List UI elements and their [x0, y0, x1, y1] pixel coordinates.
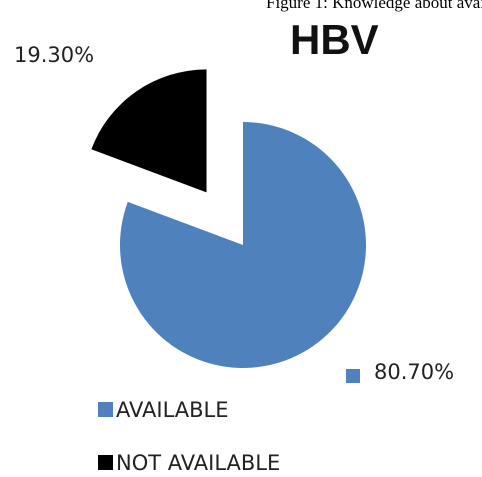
data-label: 80.70% — [374, 360, 454, 384]
legend-label: AVAILABLE — [116, 398, 229, 422]
pie-slice — [120, 122, 367, 368]
legend-swatch — [98, 455, 113, 470]
chart-title: HBV — [290, 16, 379, 63]
chart-caption: Figure 1: Knowledge about availability o… — [266, 0, 482, 12]
data-label: 19.30% — [14, 43, 94, 67]
legend-label: NOT AVAILABLE — [116, 451, 280, 475]
label-key — [346, 369, 360, 383]
pie-slice — [91, 69, 207, 193]
legend-swatch — [98, 402, 113, 417]
